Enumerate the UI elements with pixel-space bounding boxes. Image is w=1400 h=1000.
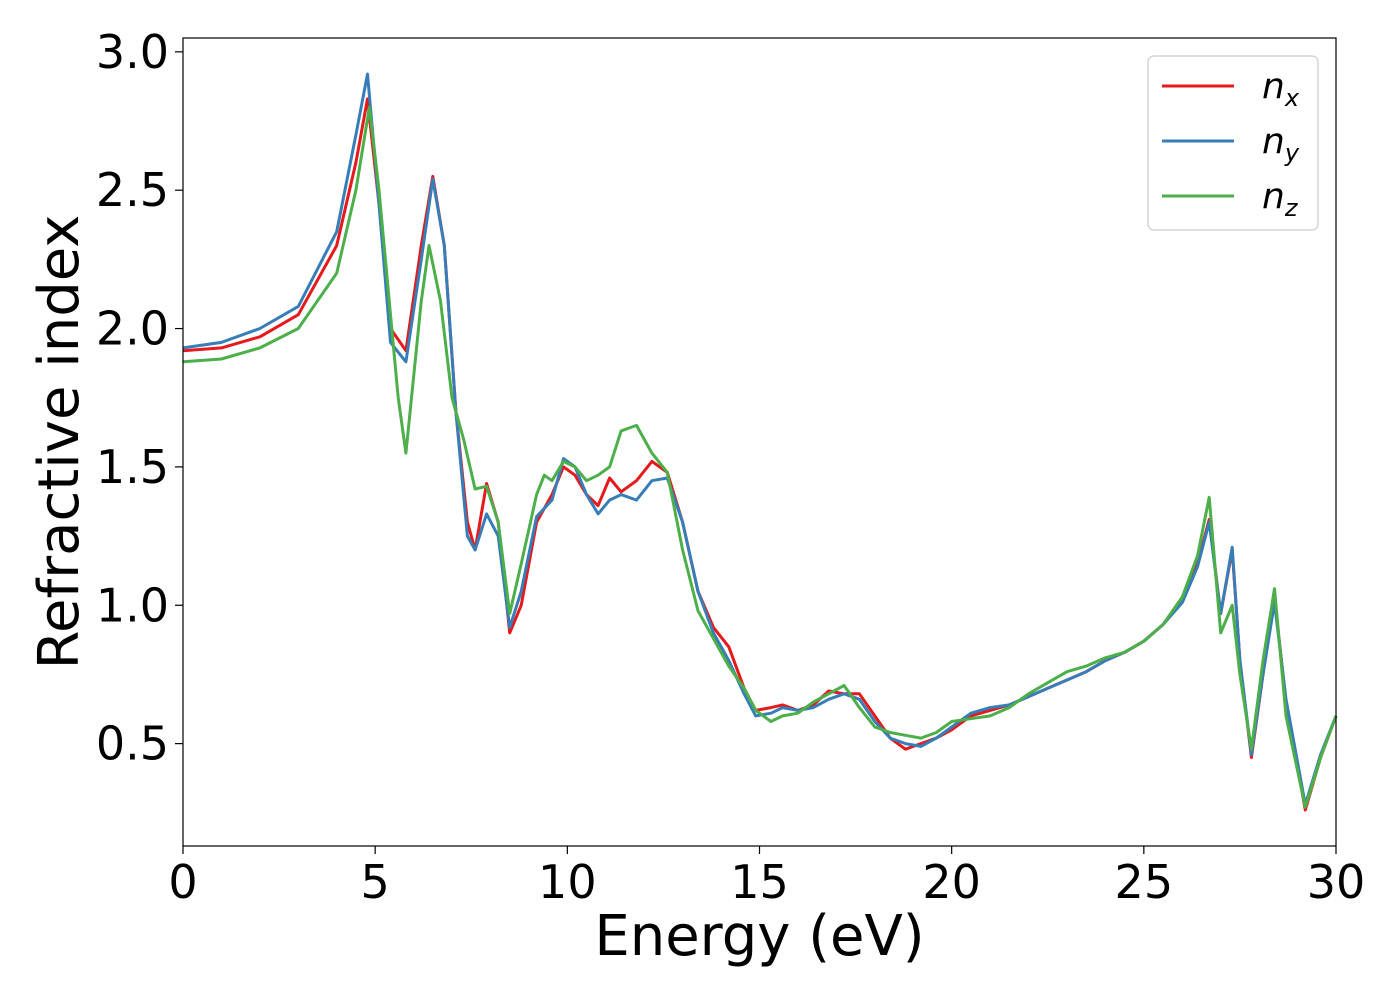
y-axis-label: Refractive index	[27, 215, 92, 670]
legend-label-subscript: z	[1284, 194, 1299, 222]
series-line-n-z	[182, 105, 1338, 809]
legend-label-base: n	[1262, 66, 1285, 107]
legend-item: nx	[1162, 66, 1300, 112]
x-axis-label: Energy (eV)	[594, 904, 924, 969]
legend-item: nz	[1162, 176, 1299, 222]
x-tick-label: 30	[1307, 855, 1366, 909]
y-tick-label: 1.5	[96, 440, 169, 494]
x-tick-label: 20	[922, 855, 981, 909]
y-tick-label: 2.0	[96, 302, 169, 356]
y-tick-label: 2.5	[96, 163, 169, 217]
y-tick-label: 1.0	[96, 578, 169, 632]
legend-label: nz	[1262, 176, 1299, 222]
legend-label: nx	[1262, 66, 1300, 112]
legend-label-subscript: y	[1284, 139, 1300, 167]
x-tick-label: 15	[730, 855, 789, 909]
x-tick-label: 0	[168, 855, 197, 909]
x-tick-label: 25	[1115, 855, 1174, 909]
y-tick-label: 3.0	[96, 25, 169, 79]
legend-label-subscript: x	[1284, 84, 1300, 112]
legend-label-base: n	[1262, 176, 1285, 217]
plot-lines	[182, 72, 1338, 812]
y-tick-label: 0.5	[96, 717, 169, 771]
x-tick-label: 10	[538, 855, 597, 909]
legend-box	[1147, 55, 1319, 231]
legend-item: ny	[1162, 121, 1300, 167]
x-tick-label: 5	[361, 855, 390, 909]
legend-label-base: n	[1262, 121, 1285, 162]
x-axis: 0 5 10 15 20 25 30	[168, 846, 1365, 909]
legend-label: ny	[1262, 121, 1300, 167]
y-axis: 0.5 1.0 1.5 2.0 2.5 3.0	[96, 25, 183, 771]
